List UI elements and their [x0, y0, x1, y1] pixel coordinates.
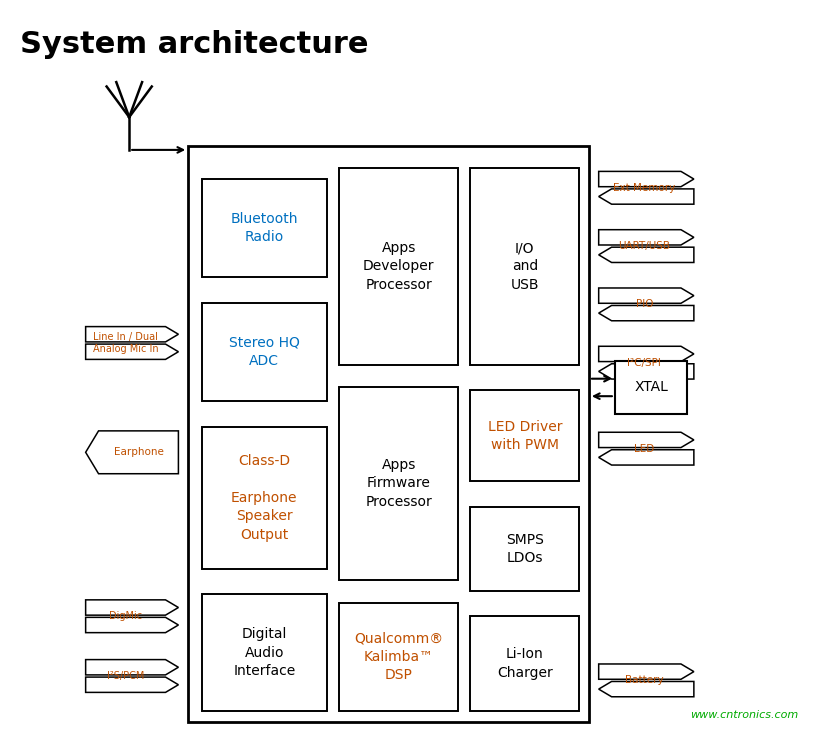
Polygon shape	[86, 344, 178, 360]
Polygon shape	[599, 364, 694, 379]
Polygon shape	[599, 189, 694, 204]
Bar	[202, 303, 327, 401]
Polygon shape	[599, 230, 694, 245]
Polygon shape	[599, 664, 694, 680]
Polygon shape	[86, 660, 178, 675]
Bar	[615, 361, 687, 413]
Text: I²C/SPI: I²C/SPI	[628, 357, 661, 368]
Bar	[470, 507, 579, 591]
Polygon shape	[86, 431, 178, 474]
Bar	[202, 594, 327, 711]
Bar	[339, 603, 458, 711]
Text: LED Driver
with PWM: LED Driver with PWM	[487, 419, 562, 452]
Text: Ext Memory: Ext Memory	[613, 183, 676, 193]
Bar	[470, 391, 579, 481]
Polygon shape	[86, 600, 178, 615]
Text: Stereo HQ
ADC: Stereo HQ ADC	[229, 336, 300, 368]
Polygon shape	[599, 247, 694, 262]
Text: www.cntronics.com: www.cntronics.com	[690, 710, 799, 720]
Polygon shape	[599, 433, 694, 447]
Text: Earphone: Earphone	[113, 447, 164, 457]
Text: Li-Ion
Charger: Li-Ion Charger	[497, 647, 553, 680]
Text: Bluetooth
Radio: Bluetooth Radio	[231, 212, 298, 245]
Text: I²S/PCM: I²S/PCM	[107, 671, 144, 681]
Polygon shape	[86, 677, 178, 692]
Text: Qualcomm®
Kalimba™
DSP: Qualcomm® Kalimba™ DSP	[354, 632, 443, 682]
Text: Apps
Developer
Processor: Apps Developer Processor	[363, 241, 434, 292]
Text: UART/USB: UART/USB	[619, 241, 671, 251]
Polygon shape	[86, 326, 178, 342]
Polygon shape	[599, 288, 694, 304]
Polygon shape	[599, 682, 694, 696]
Text: XTAL: XTAL	[634, 380, 668, 394]
Polygon shape	[599, 346, 694, 362]
Bar	[188, 146, 589, 722]
Bar	[339, 168, 458, 365]
Polygon shape	[599, 172, 694, 186]
Bar	[470, 616, 579, 711]
Bar	[202, 427, 327, 569]
Polygon shape	[86, 618, 178, 632]
Bar	[202, 179, 327, 277]
Text: Line In / Dual
Analog Mic In: Line In / Dual Analog Mic In	[93, 332, 158, 354]
Bar	[339, 387, 458, 580]
Text: Digital
Audio
Interface: Digital Audio Interface	[233, 627, 296, 678]
Text: DigMic: DigMic	[109, 611, 142, 621]
Text: I/O
and
USB: I/O and USB	[511, 241, 539, 292]
Polygon shape	[599, 450, 694, 465]
Text: Apps
Firmware
Processor: Apps Firmware Processor	[365, 458, 432, 509]
Text: System architecture: System architecture	[20, 29, 369, 59]
Bar	[470, 168, 579, 365]
Text: Class-D

Earphone
Speaker
Output: Class-D Earphone Speaker Output	[231, 454, 297, 542]
Text: SMPS
LDOs: SMPS LDOs	[506, 533, 544, 565]
Polygon shape	[599, 305, 694, 321]
Text: Battery: Battery	[625, 675, 663, 685]
Text: PIO: PIO	[636, 299, 653, 310]
Text: LED: LED	[634, 444, 654, 454]
